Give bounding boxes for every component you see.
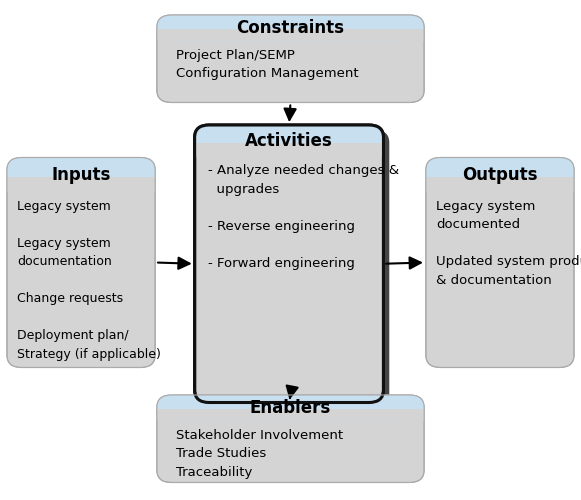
Bar bbox=[426, 173, 574, 192]
Bar bbox=[195, 140, 383, 157]
Text: Project Plan/SEMP
Configuration Management: Project Plan/SEMP Configuration Manageme… bbox=[175, 49, 358, 80]
Text: Stakeholder Involvement
Trade Studies
Traceability: Stakeholder Involvement Trade Studies Tr… bbox=[175, 428, 343, 479]
Bar bbox=[7, 176, 155, 192]
FancyBboxPatch shape bbox=[157, 395, 424, 421]
Bar bbox=[157, 407, 424, 421]
FancyBboxPatch shape bbox=[157, 15, 424, 102]
FancyBboxPatch shape bbox=[157, 395, 424, 482]
Bar bbox=[426, 176, 574, 192]
FancyBboxPatch shape bbox=[195, 125, 383, 402]
Text: Inputs: Inputs bbox=[51, 166, 111, 184]
Text: Legacy system

Legacy system
documentation

Change requests

Deployment plan/
St: Legacy system Legacy system documentatio… bbox=[17, 200, 161, 360]
Bar bbox=[157, 410, 424, 421]
Text: Legacy system
documented

Updated system products
& documentation: Legacy system documented Updated system … bbox=[436, 200, 581, 286]
Text: Constraints: Constraints bbox=[236, 19, 345, 37]
Bar bbox=[195, 142, 383, 157]
Text: Enablers: Enablers bbox=[250, 399, 331, 417]
FancyBboxPatch shape bbox=[426, 158, 574, 192]
Bar bbox=[157, 27, 424, 42]
FancyBboxPatch shape bbox=[195, 125, 383, 157]
Text: - Analyze needed changes &
  upgrades

- Reverse engineering

- Forward engineer: - Analyze needed changes & upgrades - Re… bbox=[208, 164, 399, 270]
FancyBboxPatch shape bbox=[7, 158, 155, 368]
Bar bbox=[7, 173, 155, 192]
FancyBboxPatch shape bbox=[7, 158, 155, 192]
FancyBboxPatch shape bbox=[157, 15, 424, 42]
FancyBboxPatch shape bbox=[200, 130, 389, 407]
Text: Outputs: Outputs bbox=[462, 166, 537, 184]
FancyBboxPatch shape bbox=[426, 158, 574, 368]
Bar bbox=[157, 30, 424, 42]
Text: Activities: Activities bbox=[245, 132, 333, 150]
